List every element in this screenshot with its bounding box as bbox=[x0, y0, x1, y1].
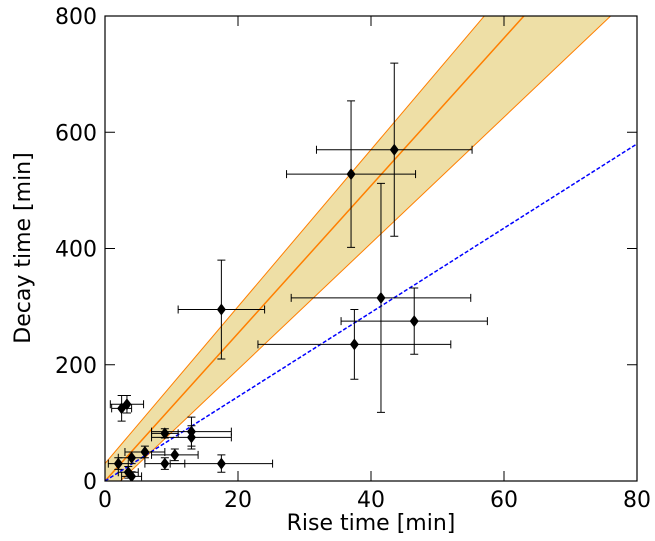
point bbox=[346, 168, 356, 181]
point bbox=[216, 303, 226, 316]
point bbox=[186, 431, 196, 444]
y-tick-label: 800 bbox=[55, 5, 97, 30]
y-tick-label: 200 bbox=[55, 354, 97, 379]
fit-line bbox=[105, 16, 525, 481]
x-tick-label: 40 bbox=[357, 488, 385, 513]
point bbox=[113, 457, 123, 470]
fit-band bbox=[105, 16, 612, 481]
point bbox=[409, 315, 419, 328]
y-tick-label: 0 bbox=[83, 470, 97, 495]
x-tick-label: 80 bbox=[623, 488, 651, 513]
point bbox=[216, 457, 226, 470]
y-tick-label: 600 bbox=[55, 121, 97, 146]
x-tick-label: 60 bbox=[490, 488, 518, 513]
x-tick-label: 0 bbox=[98, 488, 112, 513]
point bbox=[127, 470, 137, 481]
point bbox=[127, 451, 137, 464]
y-tick-label: 400 bbox=[55, 238, 97, 263]
point bbox=[160, 457, 170, 470]
x-axis-label: Rise time [min] bbox=[287, 511, 456, 536]
point bbox=[389, 143, 399, 156]
point bbox=[376, 291, 386, 304]
point bbox=[122, 398, 132, 411]
plot-area bbox=[105, 16, 637, 481]
point bbox=[170, 448, 180, 461]
y-axis-label: Decay time [min] bbox=[11, 152, 36, 343]
point bbox=[160, 427, 170, 440]
point bbox=[349, 338, 359, 351]
reference-line bbox=[105, 143, 637, 481]
x-tick-label: 20 bbox=[224, 488, 252, 513]
point bbox=[140, 445, 150, 458]
